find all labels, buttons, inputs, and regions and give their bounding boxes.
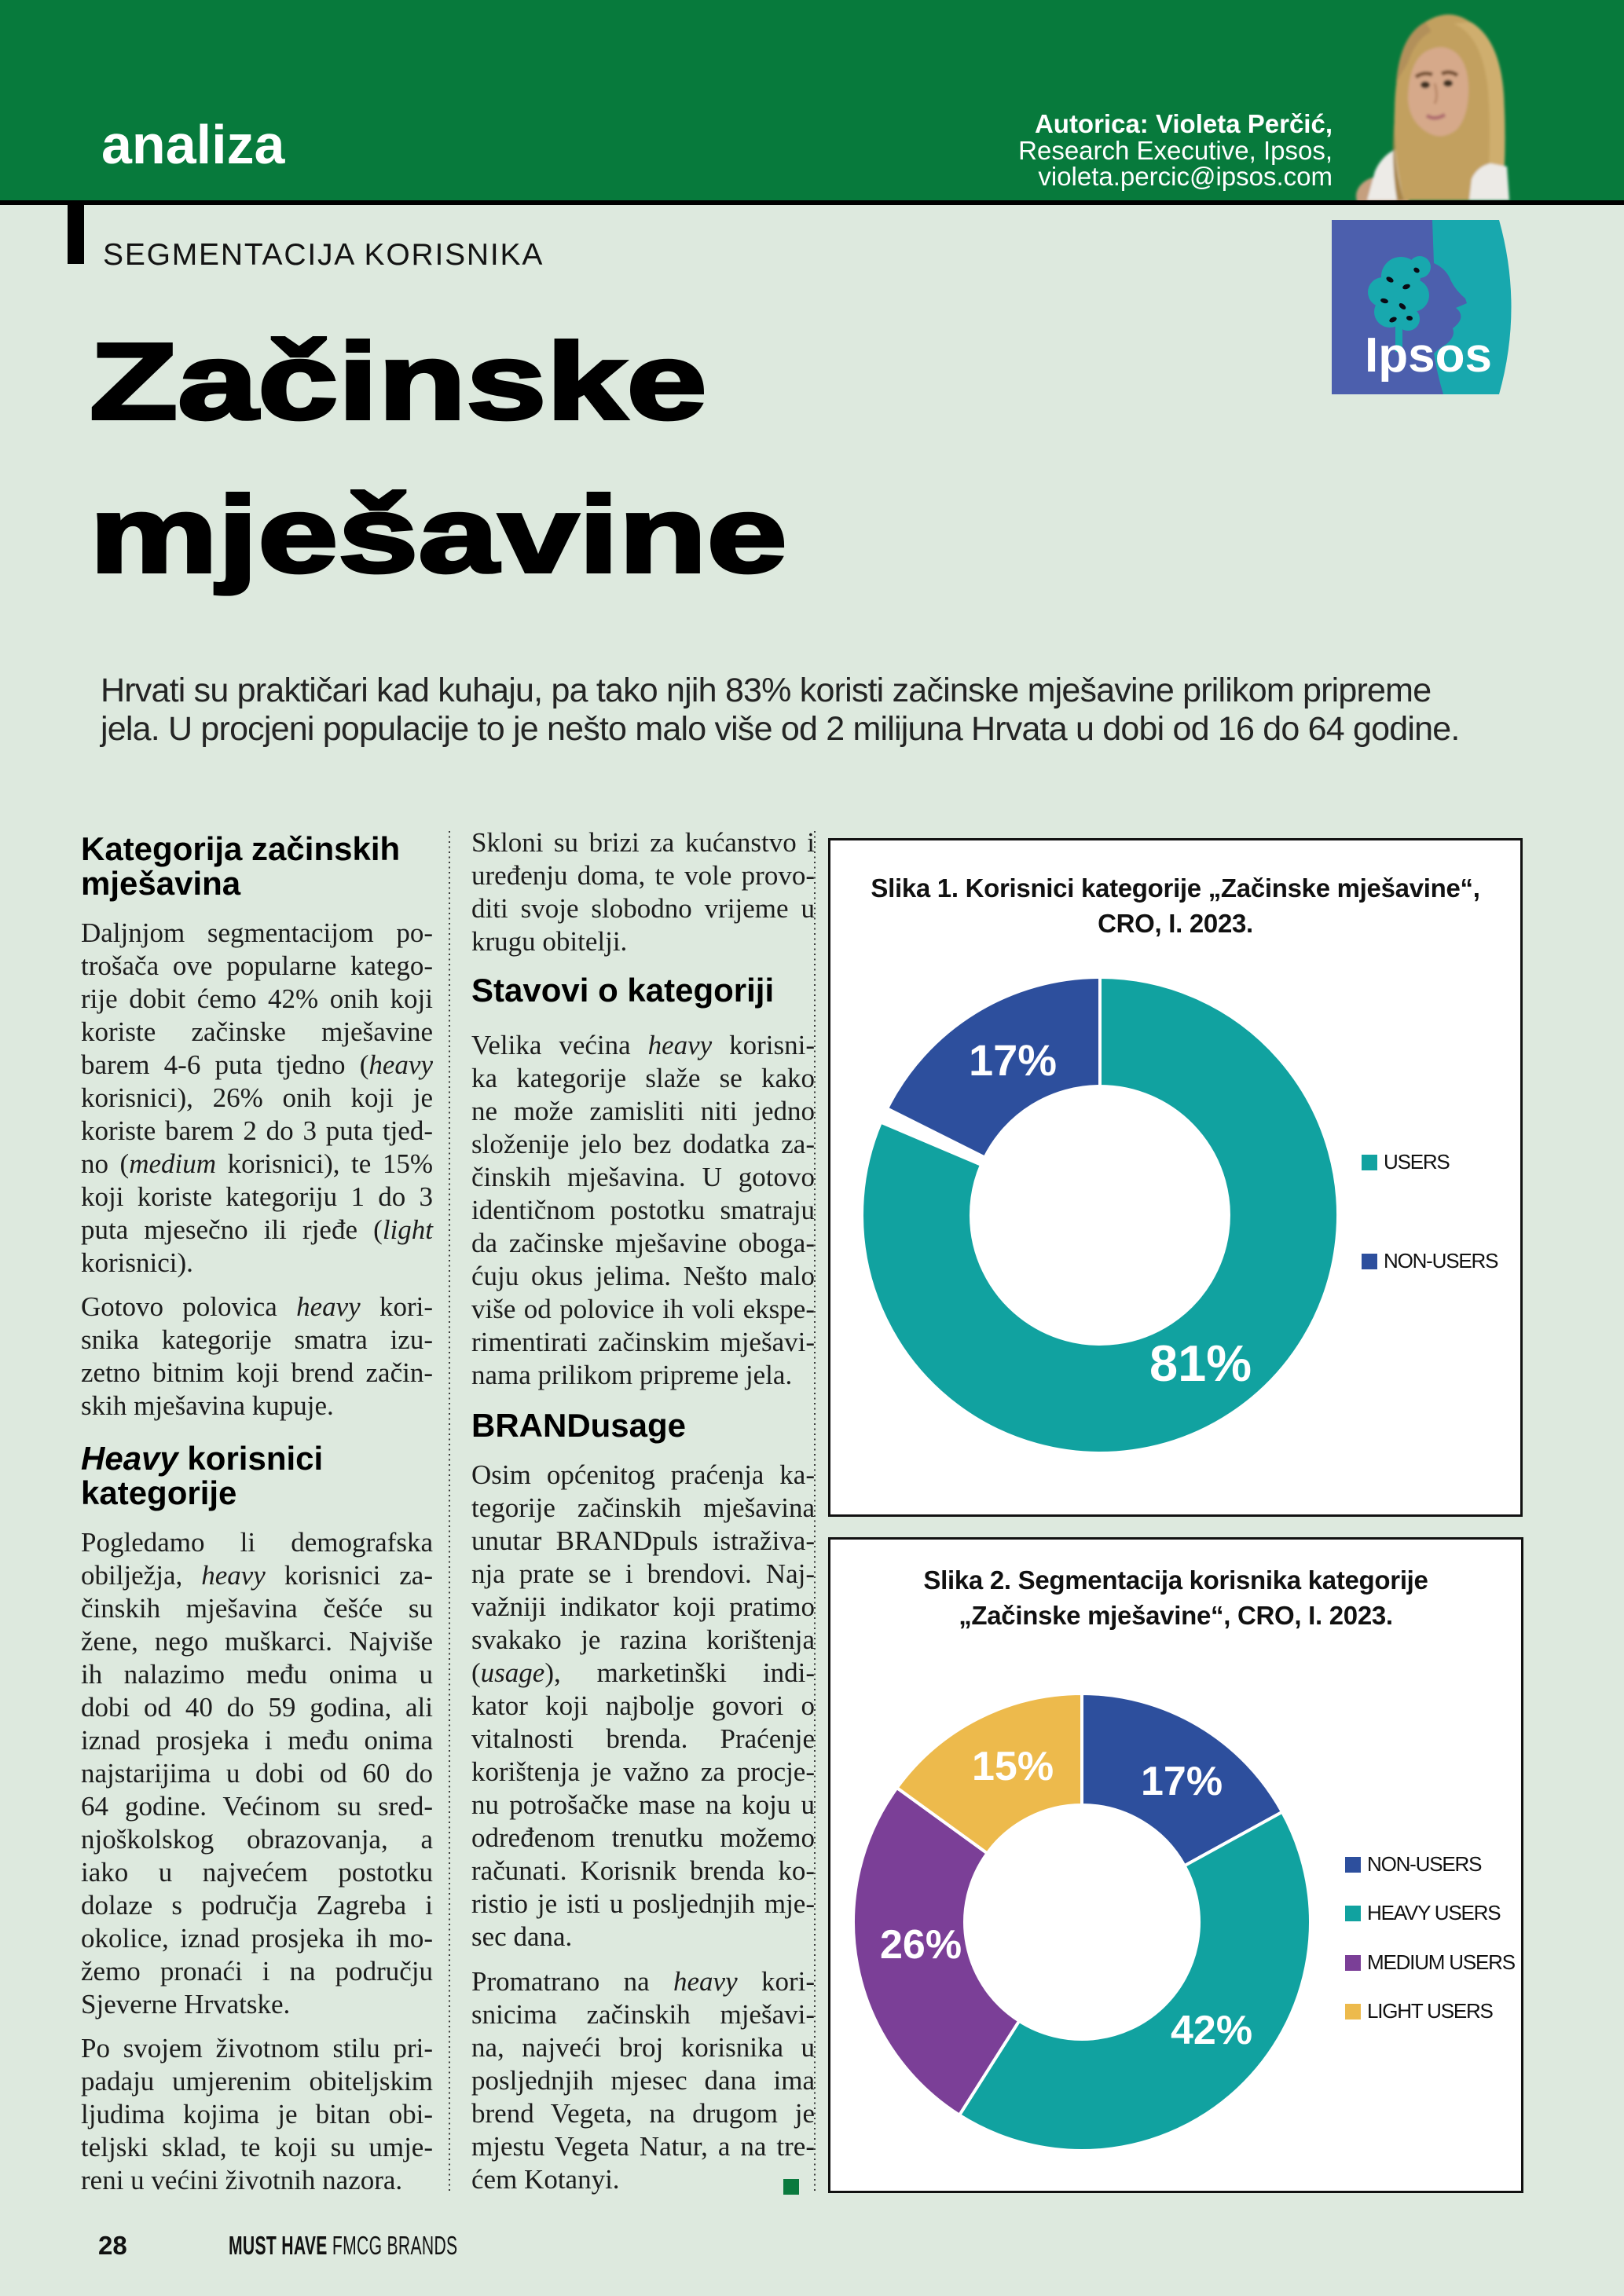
svg-text:Ipsos: Ipsos (1365, 328, 1492, 383)
